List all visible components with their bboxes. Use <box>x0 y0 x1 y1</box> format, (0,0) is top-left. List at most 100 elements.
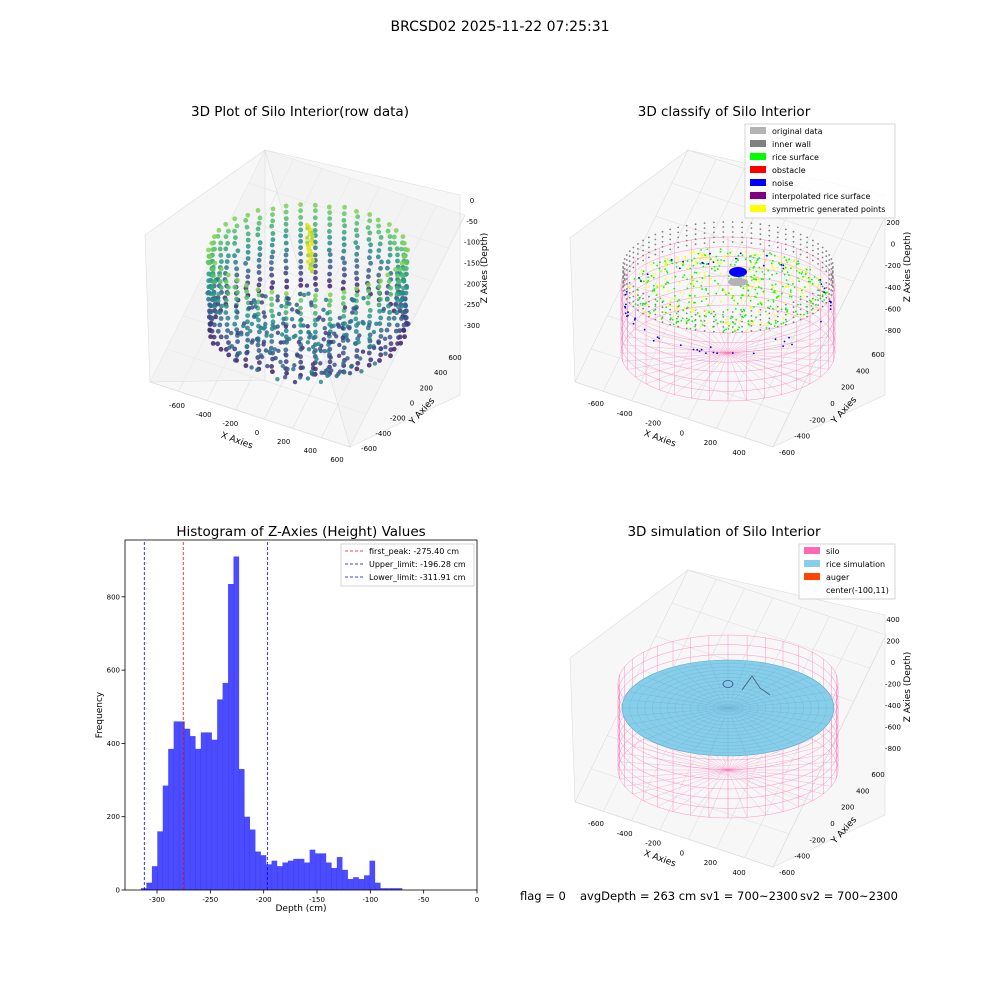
rice-surface-point <box>656 284 658 287</box>
rice-surface-point <box>789 313 792 316</box>
rice-surface-point <box>777 295 780 297</box>
rice-surface-point <box>669 300 672 303</box>
inner-wall-point <box>817 248 819 250</box>
data-point <box>224 265 229 270</box>
rice-surface-point <box>676 320 678 323</box>
histogram-bar <box>331 868 338 890</box>
rice-surface-point <box>673 287 676 290</box>
rice-surface-point <box>684 258 687 260</box>
rice-surface-point <box>643 286 646 289</box>
inner-wall-point <box>806 256 808 259</box>
inner-wall-point <box>830 268 833 270</box>
rice-surface-point <box>698 315 701 318</box>
data-point <box>327 316 333 322</box>
rice-surface-point <box>641 273 644 275</box>
rice-surface-point <box>747 320 750 322</box>
inner-wall-point <box>625 288 628 290</box>
rice-surface-point <box>715 292 718 295</box>
inner-wall-point <box>622 267 625 269</box>
rice-surface-point <box>769 305 772 308</box>
rice-surface-point <box>677 258 680 261</box>
inner-wall-point <box>776 231 779 234</box>
inner-wall-point <box>784 243 787 246</box>
data-point <box>371 329 377 335</box>
data-point <box>367 308 373 313</box>
rice-surface-point <box>676 256 679 259</box>
rice-surface-point <box>823 299 826 301</box>
data-point <box>233 259 239 265</box>
data-point <box>294 302 299 307</box>
y-tick-label: -200 <box>390 415 406 423</box>
rice-surface-point <box>816 285 819 287</box>
grid-line <box>574 634 887 868</box>
rice-surface-point <box>678 299 680 301</box>
rice-surface-point <box>806 312 809 315</box>
data-point <box>256 257 262 263</box>
data-point <box>345 356 350 361</box>
data-point <box>244 295 250 300</box>
rice-surface-point <box>704 313 707 316</box>
inner-wall-point <box>648 315 650 318</box>
inner-wall-point <box>632 251 635 254</box>
inner-wall-point <box>784 303 787 306</box>
data-point <box>377 241 383 247</box>
data-point <box>270 206 276 212</box>
inner-wall-point <box>677 231 680 234</box>
silo-wireframe <box>619 761 729 771</box>
rice-surface-point <box>698 251 701 254</box>
data-point <box>353 240 359 246</box>
z-tick-label: -50 <box>466 218 477 226</box>
rice-surface-point <box>774 283 777 286</box>
data-point <box>318 379 324 385</box>
legend-label: Lower_limit: -311.91 cm <box>369 573 466 582</box>
inner-wall-point <box>812 297 814 300</box>
y-tick-label: 0 <box>830 400 834 408</box>
data-point <box>367 313 372 319</box>
z-tick-label: -400 <box>885 284 901 292</box>
inner-wall-point <box>637 263 639 265</box>
inner-wall-point <box>694 243 697 246</box>
rice-surface-point <box>804 286 806 288</box>
rice-surface-point <box>780 256 783 259</box>
data-point <box>354 292 360 298</box>
grid-line <box>744 205 858 438</box>
inner-wall-point <box>799 248 802 251</box>
data-point <box>257 252 263 258</box>
data-point <box>342 305 348 310</box>
data-point <box>354 354 360 359</box>
rice-surface-point <box>772 300 775 303</box>
inner-wall-point <box>828 259 831 261</box>
rice-surface-point <box>754 275 757 278</box>
rice-surface-point <box>762 250 765 252</box>
data-point <box>209 328 215 334</box>
data-point <box>376 248 382 253</box>
data-point <box>321 337 326 342</box>
silo-wireframe <box>657 769 729 807</box>
inner-wall-point <box>776 320 779 323</box>
rice-surface-point <box>796 313 799 316</box>
inner-wall-point <box>831 290 834 292</box>
noise-point <box>709 346 712 349</box>
data-point <box>291 334 296 340</box>
data-point <box>383 344 388 350</box>
data-point <box>395 322 400 328</box>
silo-wireframe <box>627 352 729 370</box>
rice-surface-point <box>708 311 710 314</box>
data-point <box>232 321 238 327</box>
silo-wireframe <box>727 344 834 354</box>
data-point <box>218 240 224 246</box>
data-point <box>402 334 407 340</box>
inner-wall-point <box>677 236 680 239</box>
data-point <box>334 373 339 379</box>
data-point <box>257 360 262 365</box>
rice-surface-point <box>661 270 663 273</box>
data-point <box>295 353 300 358</box>
data-point <box>340 335 345 340</box>
histogram-bar <box>266 864 272 890</box>
data-point <box>368 242 373 248</box>
rice-surface-point <box>659 261 661 264</box>
data-point <box>378 346 384 351</box>
rice-surface-point <box>747 289 749 292</box>
data-point <box>219 259 224 264</box>
data-point <box>209 240 215 246</box>
